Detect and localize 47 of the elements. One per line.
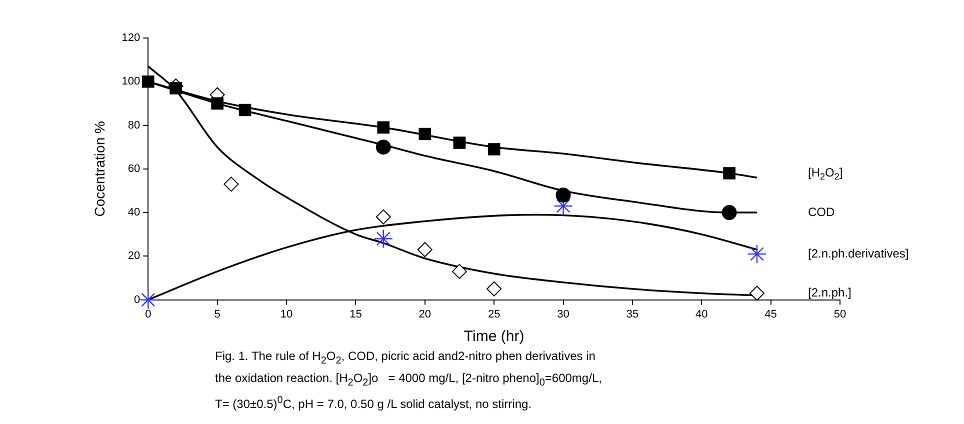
text: [2.n.ph.] [808, 286, 852, 300]
x-axis-title: Time (hr) [464, 328, 524, 346]
point [488, 143, 500, 156]
x-tick-label: 15 [350, 308, 362, 320]
caption: Fig. 1. The rule of H$_{2}$O$_{2}$, COD, picric acid and2-nitro phen derivatives in [215, 348, 596, 368]
x-tick-label: 45 [764, 308, 777, 320]
x-tick-label: 20 [418, 308, 432, 320]
y-axis-title: Cocentration % [91, 121, 108, 217]
y-tick-label: 120 [122, 32, 140, 44]
point [376, 209, 391, 224]
text: COD [808, 204, 835, 219]
x-tick-label: 0 [145, 308, 152, 320]
point [418, 128, 432, 140]
point [377, 121, 390, 134]
point [374, 229, 393, 248]
x-tick-label: 30 [557, 308, 570, 320]
x-tick-label: 40 [696, 308, 708, 320]
x-tick-label: 10 [280, 308, 293, 320]
x-tick-label: 35 [626, 308, 639, 320]
point [417, 242, 432, 258]
point [138, 290, 158, 310]
y-tick-label: 60 [128, 162, 140, 175]
point [238, 104, 252, 116]
y-tick-label: 100 [122, 76, 140, 88]
text: the oxidation reaction. [H$_{2}$O$_{2}$]o = 4000 mg/L, [2-nitro pheno]$_{0}$=600mg/L, [215, 370, 602, 390]
point [722, 205, 737, 220]
y-tick-label: 80 [128, 119, 140, 132]
text: [2.n.ph.derivatives] [808, 246, 909, 260]
point [747, 244, 767, 264]
point [486, 281, 502, 296]
point [211, 97, 224, 110]
point [170, 82, 182, 94]
point [452, 264, 467, 279]
y-tick-label: 40 [128, 206, 140, 219]
point [749, 286, 764, 301]
point [224, 176, 239, 192]
x-tick-label: 50 [834, 308, 846, 320]
y-tick-label: 0 [134, 294, 140, 306]
point [376, 140, 391, 155]
text: T= (30±0.5)$^{0}$C, pH = 7.0, 0.50 g /L solid catalyst, no stirring. [215, 394, 533, 413]
point [556, 188, 571, 203]
point [453, 136, 466, 149]
x-tick-label: 5 [214, 308, 220, 320]
x-tick-label: 25 [488, 308, 500, 320]
point [142, 75, 154, 88]
point [723, 167, 736, 180]
y-tick-label: 20 [128, 250, 140, 262]
